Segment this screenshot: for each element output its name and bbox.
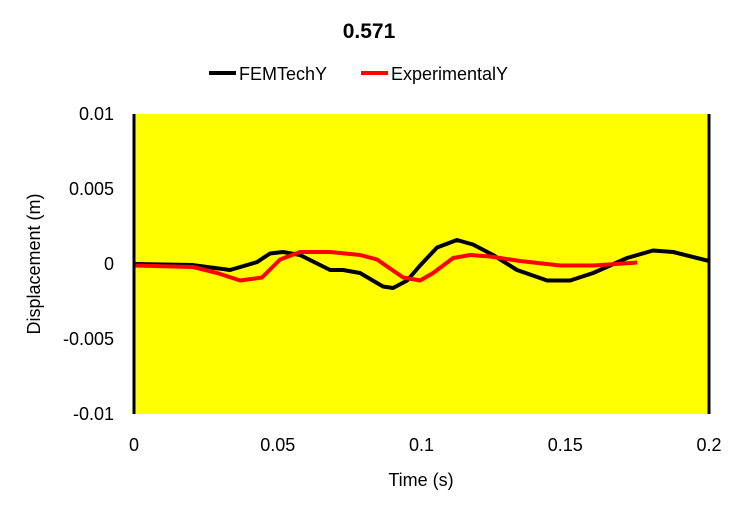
y-tick-label: 0: [104, 254, 114, 274]
series-line-femtechy: [133, 238, 710, 290]
x-tick-label: 0: [129, 435, 139, 455]
legend-label-femtechy: FEMTechY: [239, 64, 327, 84]
y-tick-label: -0.005: [63, 329, 114, 349]
y-tick-label: 0.005: [69, 179, 114, 199]
y-tick-label: -0.01: [73, 404, 114, 424]
x-tick-label: 0.1: [409, 435, 434, 455]
y-axis-label: Displacement (m): [24, 193, 44, 334]
legend-label-experimentaly: ExperimentalY: [391, 64, 508, 84]
x-tick-label: 0.15: [548, 435, 583, 455]
chart-title: 0.571: [343, 20, 396, 43]
x-tick-label: 0.05: [260, 435, 295, 455]
legend: FEMTechY ExperimentalY: [209, 64, 508, 84]
series-line-experimentaly: [133, 250, 638, 283]
y-tick-label: 0.01: [79, 104, 114, 124]
x-axis-label: Time (s): [388, 470, 453, 490]
x-tick-label: 0.2: [696, 435, 721, 455]
